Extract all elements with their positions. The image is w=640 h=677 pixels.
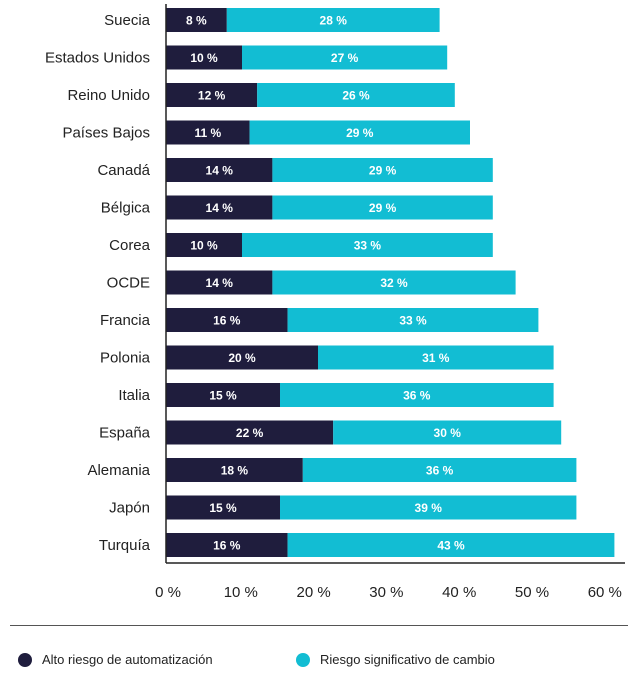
bar-segment xyxy=(166,308,288,332)
category-label: OCDE xyxy=(107,275,150,292)
category-label: Italia xyxy=(118,387,150,404)
x-tick-label: 10 % xyxy=(224,584,258,601)
data-label: 29 % xyxy=(369,164,397,178)
data-label: 16 % xyxy=(213,539,241,553)
data-label: 30 % xyxy=(434,426,462,440)
data-label: 43 % xyxy=(437,539,465,553)
data-label: 26 % xyxy=(342,89,370,103)
bar-segment xyxy=(280,495,577,520)
bar-segment xyxy=(166,8,227,32)
bar-segment xyxy=(249,120,470,145)
category-label: Corea xyxy=(109,237,151,254)
data-label: 15 % xyxy=(209,389,237,403)
bar-segment xyxy=(166,120,250,145)
data-label: 15 % xyxy=(209,501,237,515)
legend-item-automatizacion: Alto riesgo de automatización xyxy=(18,652,213,667)
data-label: 14 % xyxy=(206,201,234,215)
data-label: 10 % xyxy=(190,51,218,65)
category-label: Bélgica xyxy=(101,200,151,217)
data-label: 32 % xyxy=(380,276,408,290)
bar-segment xyxy=(166,420,334,445)
bar-segment xyxy=(166,495,280,520)
bar-segment xyxy=(166,83,258,107)
x-tick-label: 30 % xyxy=(369,584,403,601)
bar-segment xyxy=(166,458,303,482)
bar-segment xyxy=(287,533,615,557)
category-label: Suecia xyxy=(104,12,151,29)
bar-segment xyxy=(166,345,318,370)
x-tick-label: 0 % xyxy=(155,584,181,601)
data-label: 11 % xyxy=(194,126,221,140)
data-label: 10 % xyxy=(190,239,218,253)
data-label: 27 % xyxy=(331,51,359,65)
data-label: 36 % xyxy=(403,389,431,403)
x-tick-label: 40 % xyxy=(442,584,476,601)
data-label: 20 % xyxy=(228,351,256,365)
bar-segment xyxy=(242,233,493,257)
data-label: 31 % xyxy=(422,351,450,365)
x-tick-label: 20 % xyxy=(296,584,330,601)
data-label: 29 % xyxy=(369,201,397,215)
category-label: Países Bajos xyxy=(62,125,150,142)
data-label: 33 % xyxy=(399,314,427,328)
divider xyxy=(10,625,628,626)
bar-segment xyxy=(166,383,280,407)
category-label: Canadá xyxy=(97,162,150,179)
bar-segment xyxy=(166,195,273,220)
data-label: 39 % xyxy=(415,501,443,515)
bar-segment xyxy=(272,158,493,182)
legend-swatch xyxy=(296,652,310,667)
bar-segment xyxy=(166,270,273,295)
bar-segment xyxy=(166,158,273,182)
data-label: 36 % xyxy=(426,464,454,478)
data-label: 33 % xyxy=(354,239,382,253)
bar-segment xyxy=(242,45,448,70)
bar-chart: Suecia 8 % 28 % Estados Unidos 10 % 27 % Reino… xyxy=(45,4,625,601)
category-label: Japón xyxy=(109,500,150,517)
data-label: 14 % xyxy=(206,164,234,178)
bar-segment xyxy=(302,458,577,482)
category-label: Polonia xyxy=(100,350,151,367)
bar-segment xyxy=(287,308,539,332)
x-tick-label: 50 % xyxy=(515,584,549,601)
data-label: 14 % xyxy=(206,276,234,290)
x-tick-label: 60 % xyxy=(588,584,622,601)
category-label: Estados Unidos xyxy=(45,50,150,67)
data-label: 22 % xyxy=(236,426,264,440)
category-label: Reino Unido xyxy=(67,87,150,104)
bar-segment xyxy=(166,233,242,257)
data-label: 12 % xyxy=(198,89,226,103)
data-label: 28 % xyxy=(320,14,348,28)
category-label: Francia xyxy=(100,312,151,329)
bar-segment xyxy=(280,383,554,407)
legend-label: Alto riesgo de automatización xyxy=(42,652,213,667)
data-label: 8 % xyxy=(186,14,207,28)
data-label: 29 % xyxy=(346,126,374,140)
bar-segment xyxy=(272,270,516,295)
category-label: Alemania xyxy=(87,462,150,479)
bar-segment xyxy=(166,45,242,70)
bar-segment xyxy=(333,420,562,445)
bar-segment xyxy=(272,195,493,220)
category-label: España xyxy=(99,425,151,442)
data-label: 16 % xyxy=(213,314,241,328)
data-label: 18 % xyxy=(221,464,249,478)
bar-segment xyxy=(318,345,554,370)
category-label: Turquía xyxy=(99,537,151,554)
bar-segment xyxy=(257,83,455,107)
legend-item-cambio: Riesgo significativo de cambio xyxy=(296,652,495,667)
legend-swatch xyxy=(18,652,32,667)
legend-label: Riesgo significativo de cambio xyxy=(320,652,495,667)
bar-segment xyxy=(166,533,288,557)
bar-segment xyxy=(226,8,440,32)
